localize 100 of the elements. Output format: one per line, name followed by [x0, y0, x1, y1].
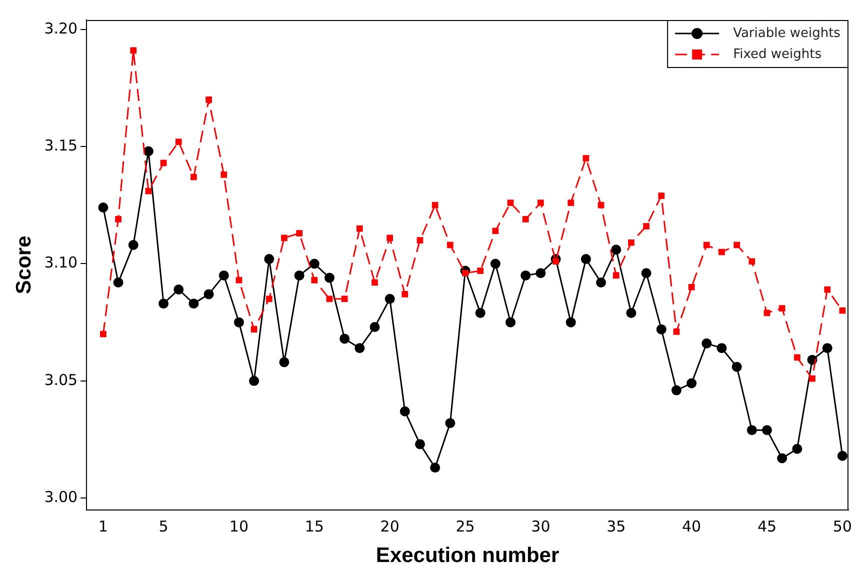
x-tick-label: 15 [304, 518, 324, 536]
point [190, 174, 197, 180]
point [309, 258, 320, 269]
point [220, 171, 228, 178]
point [580, 254, 591, 264]
point [326, 296, 333, 302]
x-tick-label: 45 [757, 518, 777, 536]
point [641, 268, 652, 278]
point [582, 155, 590, 162]
y-tick-label: 3.05 [44, 370, 78, 389]
point [686, 378, 697, 388]
point [341, 296, 348, 302]
point [402, 291, 408, 298]
point [837, 450, 848, 461]
point [702, 338, 712, 348]
x-tick-label: 40 [682, 518, 702, 536]
point [643, 223, 650, 230]
point [656, 324, 666, 334]
point [520, 270, 531, 280]
point [372, 279, 378, 286]
x-axis-title: Execution number [376, 544, 560, 568]
point [384, 294, 395, 304]
point [477, 268, 484, 274]
point [598, 202, 604, 208]
point [778, 305, 786, 312]
point [794, 354, 800, 361]
point [626, 308, 636, 318]
x-tick-label: 25 [456, 518, 475, 536]
x-tick-label: 50 [832, 518, 852, 536]
point [145, 188, 152, 194]
point [130, 47, 137, 54]
point [175, 138, 182, 146]
point [506, 317, 516, 328]
point [671, 385, 682, 396]
point [279, 357, 290, 368]
point [732, 362, 742, 372]
point [100, 330, 106, 338]
x-tick-label: 30 [531, 518, 550, 536]
point [324, 272, 334, 283]
point [400, 406, 410, 416]
point [113, 277, 124, 288]
point [839, 307, 846, 314]
point [158, 298, 169, 309]
point [311, 276, 318, 284]
x-tick-label: 10 [229, 518, 249, 536]
point [658, 192, 665, 199]
point [824, 286, 831, 293]
point [354, 343, 365, 354]
y-tick-label: 3.20 [44, 19, 78, 38]
point [234, 317, 244, 328]
point [236, 276, 242, 284]
x-tick-label: 1 [98, 518, 108, 536]
x-tick-label: 5 [158, 518, 168, 536]
y-axis-title: Score [12, 236, 36, 294]
point [416, 237, 424, 244]
point [507, 200, 514, 206]
point [716, 343, 727, 354]
point [128, 240, 138, 250]
point [703, 242, 710, 248]
point [340, 334, 350, 344]
point [746, 425, 757, 436]
point [688, 284, 695, 290]
legend-label: Variable weights [733, 26, 841, 41]
x-tick-label: 35 [606, 518, 626, 536]
point [792, 444, 802, 454]
point [264, 254, 274, 264]
point [596, 277, 606, 288]
point [612, 272, 620, 279]
point [566, 317, 576, 328]
point [370, 322, 380, 332]
y-tick-label: 3.10 [44, 254, 78, 272]
x-tick-label: 20 [380, 518, 400, 536]
point [522, 216, 529, 222]
point [415, 439, 426, 450]
point [296, 230, 302, 236]
point [206, 96, 212, 103]
point [822, 343, 832, 354]
point [445, 418, 456, 428]
point [266, 296, 272, 302]
point [250, 326, 258, 333]
point [386, 234, 394, 242]
point [446, 242, 454, 248]
point [748, 258, 756, 265]
point [356, 225, 363, 232]
point [174, 284, 184, 295]
point [430, 462, 440, 473]
point [218, 270, 229, 280]
point [718, 248, 725, 256]
point [762, 425, 772, 436]
point [568, 200, 574, 206]
point [809, 375, 816, 382]
point [432, 202, 438, 208]
point [536, 268, 546, 278]
point [734, 242, 740, 248]
point [673, 328, 680, 335]
legend-label: Fixed weights [733, 46, 822, 62]
point [294, 270, 304, 280]
point [98, 202, 108, 212]
point [777, 453, 788, 464]
point [611, 244, 622, 255]
